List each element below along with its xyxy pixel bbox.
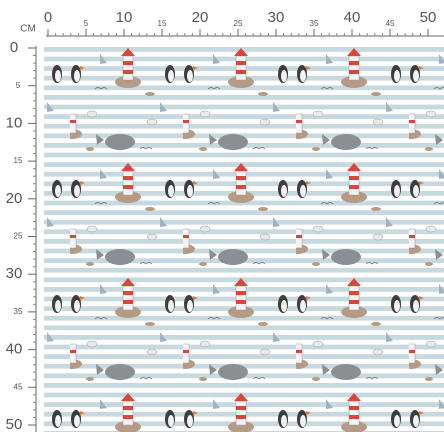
left-ruler-label: 10	[6, 114, 23, 131]
left-ruler-label: 5	[16, 81, 21, 90]
top-ruler-label: 45	[386, 19, 395, 28]
unit-label: CM	[20, 24, 36, 35]
left-ruler-label: 15	[14, 156, 23, 165]
motif-pattern	[44, 44, 444, 432]
left-ruler-label: 35	[14, 307, 23, 316]
top-ruler-label: 20	[192, 9, 209, 26]
left-ruler-label: 20	[6, 190, 23, 207]
left-ruler-label: 0	[10, 39, 18, 56]
top-ruler-label: 30	[268, 9, 285, 26]
left-ruler-label: 50	[6, 416, 23, 432]
top-ruler-label: 5	[84, 19, 89, 28]
top-ruler-label: 10	[116, 9, 133, 26]
left-ruler-label: 45	[14, 382, 23, 391]
left-ruler-label: 25	[14, 232, 23, 241]
top-ruler-label: 15	[158, 19, 167, 28]
left-ruler-label: 30	[6, 265, 23, 282]
top-ruler-label: 40	[344, 9, 361, 26]
top-ruler-label: 50	[420, 9, 437, 26]
top-ruler-label: 25	[234, 19, 243, 28]
top-ruler-label: 0	[44, 9, 52, 26]
left-ruler-label: 40	[6, 341, 23, 358]
top-ruler-label: 35	[310, 19, 319, 28]
